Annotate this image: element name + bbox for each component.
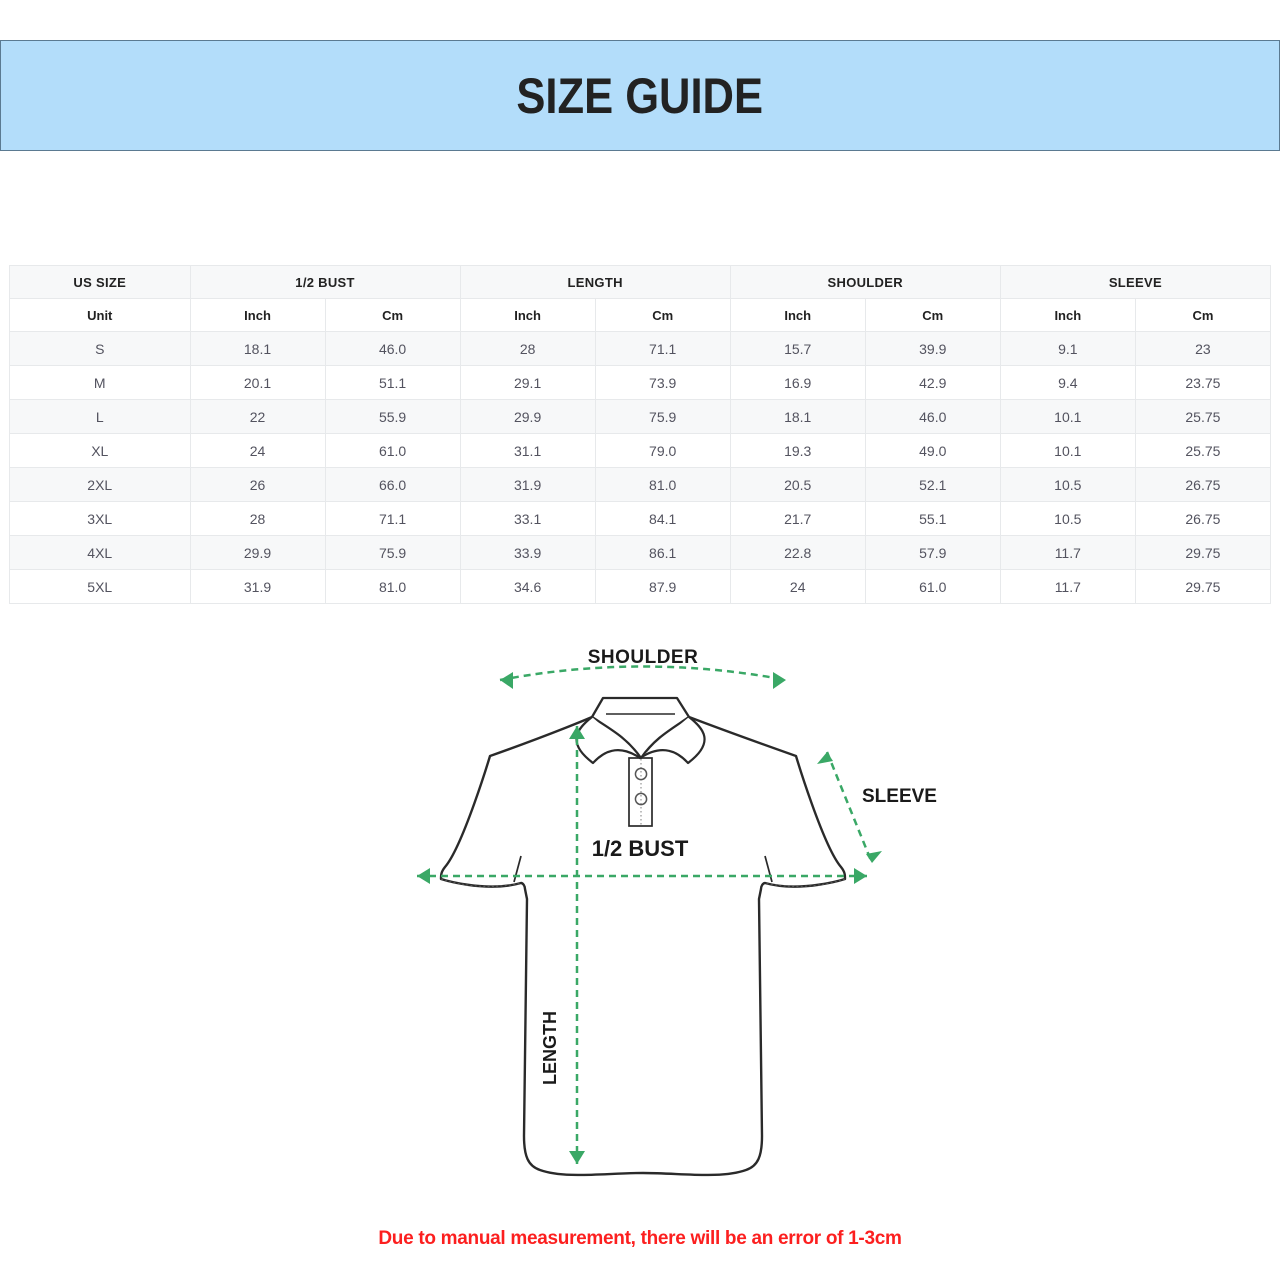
svg-text:SHOULDER: SHOULDER bbox=[588, 647, 699, 668]
svg-text:1/2 BUST: 1/2 BUST bbox=[592, 836, 689, 861]
svg-text:LENGTH: LENGTH bbox=[540, 1011, 560, 1085]
svg-text:SLEEVE: SLEEVE bbox=[862, 786, 937, 807]
